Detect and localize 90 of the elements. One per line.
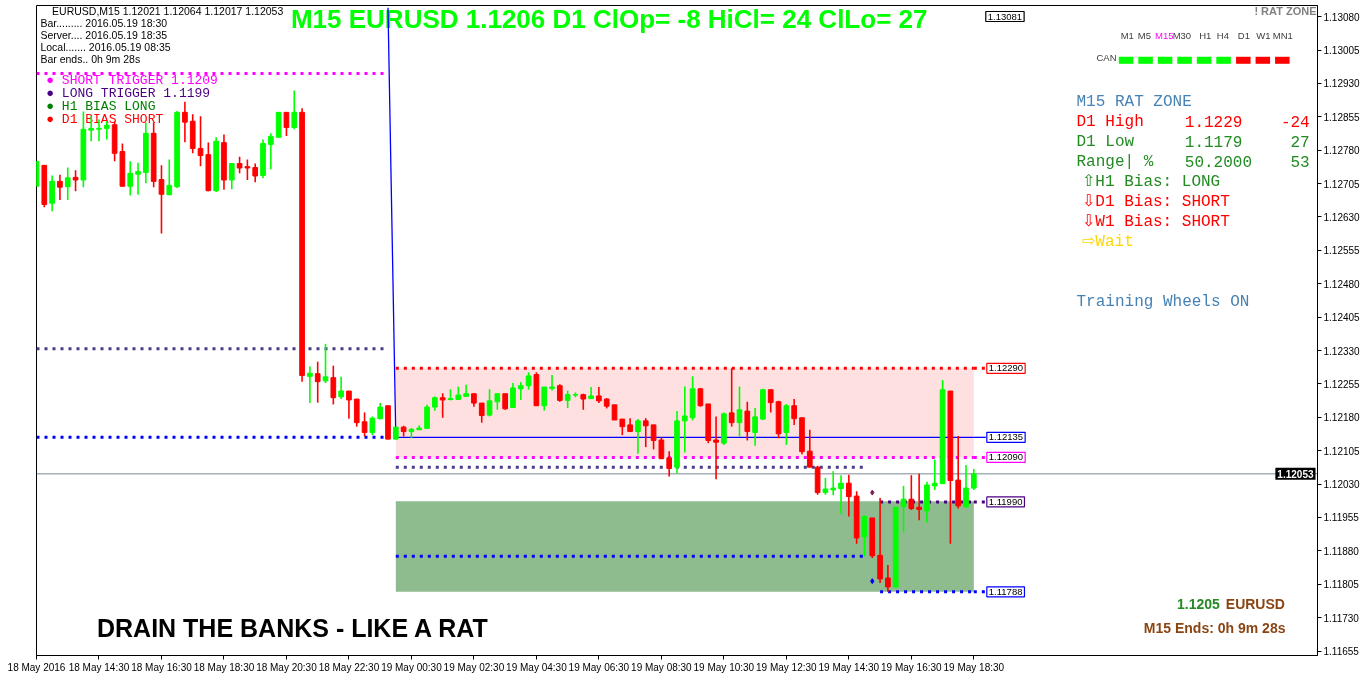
annotation: M5 [1137,30,1151,42]
annotation: ▬ [1156,46,1175,69]
y-tick-label: 1.12930 [1323,78,1361,90]
legend-label: 1.12090 [988,451,1024,463]
annotation: 50.2000 [1184,154,1253,173]
annotation: ⇩D1 Bias: SHORT [1082,192,1230,211]
y-tick-label: 1.13005 [1323,45,1361,57]
y-tick-label: 1.12555 [1323,245,1361,257]
x-tick-label: 18 May 14:30 [68,661,130,673]
annotation: Bar......... 2016.05.19 18:30 [40,16,168,29]
x-tick-label: 19 May 02:30 [443,661,505,673]
annotation: 53 [1290,154,1310,173]
x-tick-label: 19 May 12:30 [756,661,818,673]
x-tick-label: 18 May 18:30 [193,661,255,673]
annotation: ▬ [1117,46,1136,69]
annotation: ⇧H1 Bias: LONG [1082,172,1221,191]
annotation: D1 High [1076,112,1144,131]
y-tick-label: 1.11805 [1323,579,1360,591]
legend-label: 1.11990 [988,495,1023,507]
annotation: M15 [1155,30,1174,42]
x-tick-label: 19 May 18:30 [943,661,1005,673]
x-tick-label: 19 May 04:30 [506,661,568,673]
annotation: D1 Low [1076,132,1135,151]
x-tick-label: 19 May 10:30 [693,661,755,673]
x-tick-label: 18 May 22:30 [318,661,380,673]
annotation: ! RAT ZONE [1254,4,1317,17]
annotation: ▬ [1234,46,1253,69]
annotation: ● H1 BIAS LONG [46,99,156,115]
y-tick-label: 1.12780 [1323,145,1361,157]
legend-label: 1.11788 [988,585,1023,597]
annotation: H4 [1216,30,1229,42]
annotation: DRAIN THE BANKS - LIKE A RAT [96,614,488,643]
ref-line-label: 1.12053 [1277,468,1314,480]
annotation: ⇩W1 Bias: SHORT [1082,212,1230,231]
x-tick-label: 19 May 00:30 [381,661,443,673]
x-tick-label: 18 May 20:30 [256,661,318,673]
annotation: 1.1179 [1184,134,1243,153]
annotation: M30 [1172,30,1192,42]
annotation: Range| % [1076,152,1154,171]
x-tick-label: 19 May 16:30 [881,661,943,673]
y-tick-label: 1.13080 [1323,11,1361,23]
annotation: ▬ [1175,46,1194,69]
annotation: ▬ [1195,46,1214,69]
annotation: ▬ [1273,46,1292,69]
legend-label: 1.12290 [988,362,1024,374]
y-tick-label: 1.12180 [1323,412,1361,424]
y-tick-label: 1.12705 [1323,178,1361,190]
annotation: D1 [1237,30,1250,42]
y-tick-label: 1.12330 [1323,345,1361,357]
annotation: Training Wheels ON [1076,292,1250,311]
annotation: ● LONG TRIGGER 1.1199 [46,86,211,102]
y-tick-label: 1.11880 [1323,545,1360,557]
annotation: ● SHORT TRIGGER 1.1209 [46,73,218,89]
annotation: 1.13081 [987,10,1023,22]
annotation: ▬ [1214,46,1233,69]
annotation: EURUSD,M15 1.12021 1.12064 1.12017 1.12053 [52,4,284,17]
x-tick-label: 19 May 14:30 [818,661,880,673]
y-tick-label: 1.12030 [1323,479,1361,491]
annotation: 1.1205 [1177,596,1221,613]
y-tick-label: 1.12855 [1323,111,1361,123]
annotation: W1 [1256,30,1271,42]
annotation: EURUSD [1225,596,1285,613]
y-tick-label: 1.11730 [1323,612,1360,624]
annotation: ⇨Wait [1082,232,1134,251]
annotation: H1 [1199,30,1212,42]
y-tick-label: 1.12105 [1323,445,1361,457]
x-tick-label: 19 May 06:30 [568,661,630,673]
annotation: Local....... 2016.05.19 08:35 [40,40,171,53]
x-tick-label: 19 May 08:30 [631,661,693,673]
y-tick-label: 1.12255 [1323,378,1361,390]
annotation: ▬ [1253,46,1272,69]
annotation: M1 [1120,30,1134,42]
y-tick-label: 1.11655 [1323,646,1360,658]
y-tick-label: 1.12405 [1323,312,1361,324]
annotation: Bar ends.. 0h 9m 28s [40,52,141,65]
annotation: 27 [1290,134,1310,153]
annotation: CAN [1096,52,1117,64]
annotation: M15 RAT ZONE [1076,92,1192,111]
annotation: MN1 [1272,30,1293,42]
annotation: -24 [1280,114,1310,133]
annotation: 1.1229 [1184,114,1243,133]
x-tick-label: 18 May 2016 [7,661,66,673]
y-tick-label: 1.12630 [1323,211,1361,223]
legend-label: 1.12135 [988,431,1024,443]
annotation: Server.... 2016.05.19 18:35 [40,28,168,41]
y-tick-label: 1.11955 [1323,512,1360,524]
y-tick-label: 1.12480 [1323,278,1361,290]
x-tick-label: 18 May 16:30 [131,661,193,673]
annotation: M15 Ends: 0h 9m 28s [1143,620,1286,637]
annotation: ▬ [1136,46,1155,69]
